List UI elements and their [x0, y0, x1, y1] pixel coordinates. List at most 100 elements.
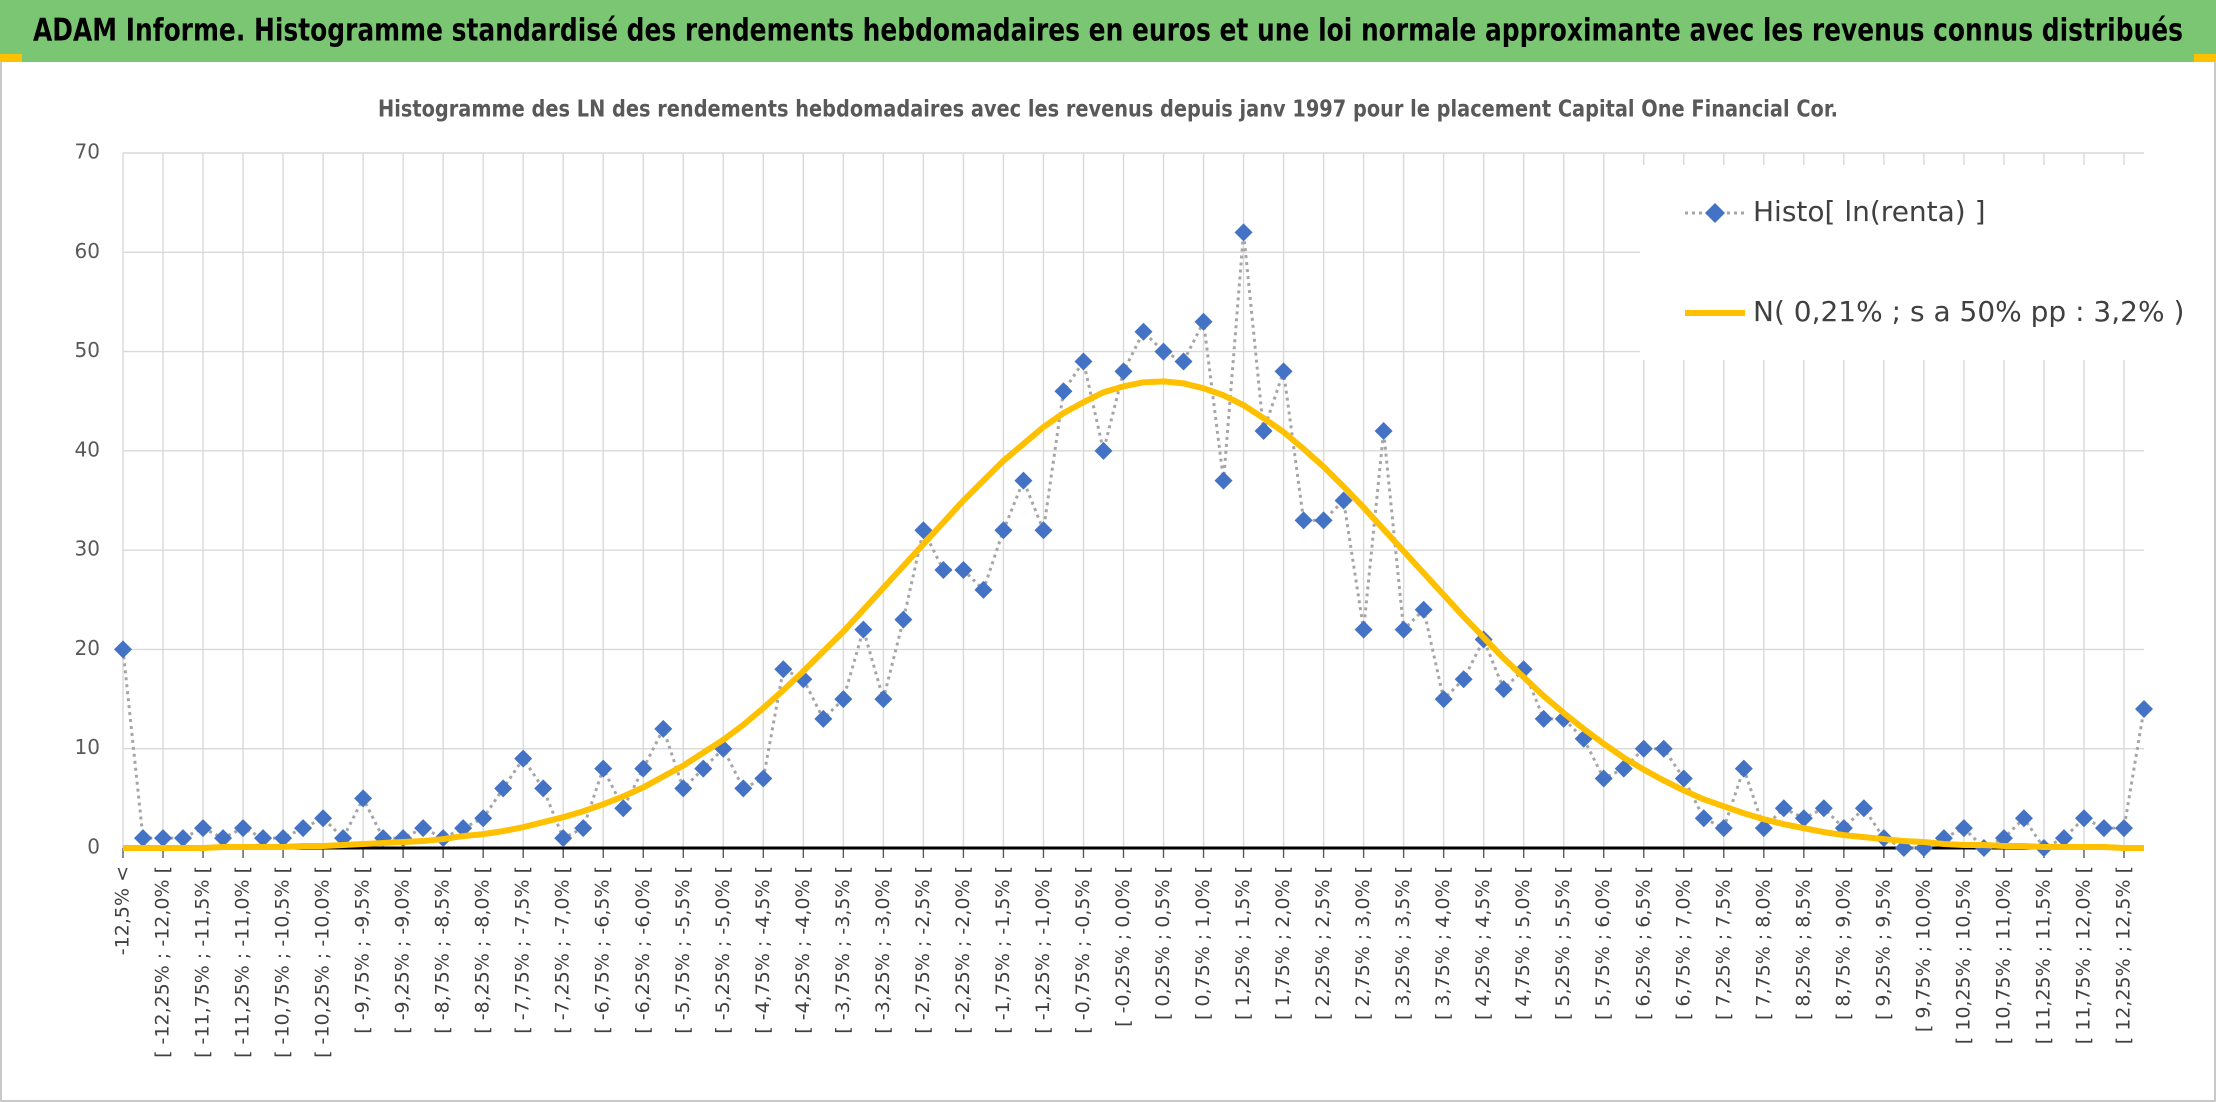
x-tick-label: [ 10,25% ; 10,5% [: [1952, 866, 1974, 1044]
x-tick-label: [ 3,25% ; 3,5% [: [1392, 866, 1414, 1020]
data-point: [1734, 759, 1753, 778]
x-tick-label: [ -2,75% ; -2,5% [: [912, 866, 934, 1034]
data-point: [214, 829, 233, 848]
x-tick-label: [ -6,75% ; -6,5% [: [592, 866, 614, 1034]
data-point: [274, 829, 293, 848]
y-tick-label: 20: [75, 636, 100, 660]
data-point: [1454, 670, 1473, 689]
data-point: [1394, 620, 1413, 639]
x-tick-label: [ -0,25% ; 0,0% [: [1112, 866, 1134, 1027]
data-point: [1854, 799, 1873, 818]
series-line: [123, 378, 2144, 851]
banner-title: ADAM Informe. Histogramme standardisé de…: [33, 13, 2183, 49]
banner: [0, 0, 2216, 62]
data-point: [1374, 422, 1393, 440]
x-tick-label: [ 7,25% ; 7,5% [: [1712, 866, 1734, 1020]
data-point: [2074, 809, 2093, 828]
data-point: [194, 819, 213, 838]
x-tick-label: [ -10,75% ; -10,5% [: [272, 866, 294, 1058]
data-point: [1074, 352, 1093, 371]
x-tick-label: [ -4,75% ; -4,5% [: [752, 866, 774, 1034]
data-point: [2135, 700, 2153, 718]
data-point: [254, 829, 273, 848]
data-point: [514, 749, 533, 768]
y-tick-label: 40: [75, 437, 100, 461]
data-point: [554, 829, 573, 848]
data-point: [934, 561, 953, 579]
data-point: [754, 769, 773, 788]
x-tick-label: [ -2,25% ; -2,0% [: [952, 866, 974, 1034]
data-point: [114, 640, 132, 659]
x-tick-label: [ 1,25% ; 1,5% [: [1232, 866, 1254, 1020]
x-tick-label: [ 0,75% ; 1,0% [: [1192, 866, 1214, 1020]
data-point: [1114, 362, 1133, 381]
data-point: [1794, 809, 1813, 828]
data-point: [874, 690, 893, 709]
data-point: [2014, 809, 2033, 828]
data-point: [1754, 819, 1773, 838]
y-tick-label: 60: [75, 239, 100, 263]
x-tick-label: [ 5,25% ; 5,5% [: [1552, 866, 1574, 1020]
data-point: [2094, 819, 2113, 838]
data-point: [1954, 819, 1973, 838]
data-point: [174, 829, 193, 848]
data-point: [1154, 342, 1173, 361]
x-tick-label: [ -5,25% ; -5,0% [: [712, 866, 734, 1034]
x-tick-label: [ -9,25% ; -9,0% [: [392, 866, 414, 1034]
data-point: [774, 660, 793, 679]
data-point: [1774, 799, 1793, 818]
data-point: [1634, 739, 1653, 758]
x-tick-label: [ -9,75% ; -9,5% [: [352, 866, 374, 1034]
x-tick-label: [ 9,25% ; 9,5% [: [1872, 866, 1894, 1020]
x-tick-label: [ 11,75% ; 12,0% [: [2072, 866, 2094, 1044]
data-point: [674, 779, 693, 798]
data-point: [614, 799, 633, 818]
data-point: [534, 779, 553, 798]
data-point: [1214, 471, 1233, 490]
data-point: [1014, 471, 1033, 490]
x-tick-label: [ -6,25% ; -6,0% [: [632, 866, 654, 1034]
data-point: [734, 779, 753, 798]
data-point: [634, 759, 653, 778]
data-point: [154, 829, 173, 848]
x-tick-label: [ -8,25% ; -8,0% [: [472, 866, 494, 1034]
y-tick-label: 50: [75, 338, 100, 362]
data-point: [2114, 819, 2133, 838]
data-point: [494, 779, 513, 798]
x-tick-label: [ 1,75% ; 2,0% [: [1272, 866, 1294, 1020]
data-point: [834, 690, 853, 709]
data-point: [1994, 829, 2013, 848]
data-point: [1234, 223, 1253, 242]
data-point: [974, 580, 993, 599]
x-tick-label: [ -7,75% ; -7,5% [: [512, 866, 534, 1034]
data-point: [1294, 511, 1313, 530]
x-tick-label: [ 4,25% ; 4,5% [: [1472, 866, 1494, 1020]
data-point: [294, 819, 313, 838]
x-tick-label: [ -10,25% ; -10,0% [: [312, 866, 334, 1058]
data-point: [354, 789, 373, 808]
data-point: [894, 610, 913, 629]
data-point: [234, 819, 253, 838]
data-point: [1334, 491, 1353, 510]
x-tick-label: [ -8,75% ; -8,5% [: [432, 866, 454, 1034]
x-tick-label: [ 0,25% ; 0,5% [: [1152, 866, 1174, 1020]
x-tick-label: [ 2,25% ; 2,5% [: [1312, 866, 1334, 1020]
data-point: [1714, 819, 1733, 838]
data-point: [1494, 680, 1513, 699]
data-point: [1094, 441, 1113, 460]
x-tick-label: [ 12,25% ; 12,5% [: [2112, 866, 2134, 1044]
data-point: [1274, 362, 1293, 381]
data-point: [594, 759, 613, 778]
data-point: [694, 759, 713, 778]
data-point: [1434, 690, 1453, 709]
data-point: [1654, 739, 1673, 758]
x-tick-label: [ -0,75% ; -0,5% [: [1072, 866, 1094, 1034]
x-tick-label: [ 2,75% ; 3,0% [: [1352, 866, 1374, 1020]
y-tick-label: 10: [75, 735, 100, 759]
x-tick-label: [ -11,75% ; -11,5% [: [192, 866, 214, 1058]
data-point: [914, 521, 933, 540]
x-tick-label: [ -3,25% ; -3,0% [: [872, 866, 894, 1034]
data-point: [2054, 829, 2073, 848]
x-tick-label: [ 9,75% ; 10,0% [: [1912, 866, 1934, 1032]
